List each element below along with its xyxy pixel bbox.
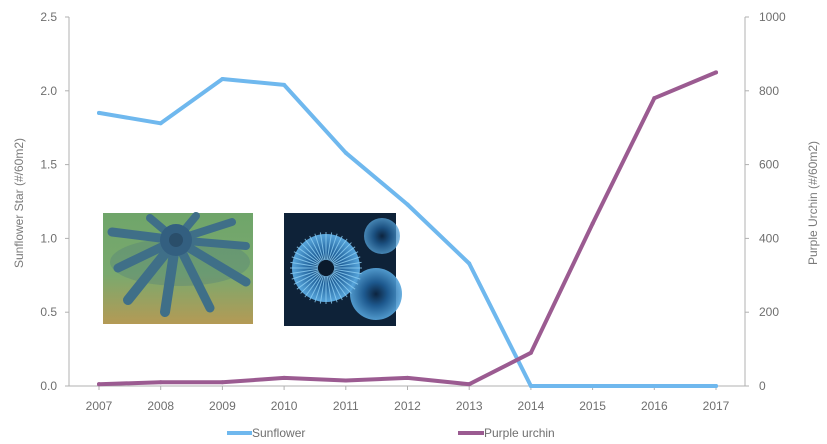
x-tick-label: 2011 [333, 399, 359, 413]
data-point-purple-urchin [652, 96, 657, 101]
x-tick-label: 2015 [579, 399, 606, 413]
x-tick-label: 2009 [209, 399, 236, 413]
series-layer [97, 70, 718, 388]
x-tick-label: 2007 [86, 399, 113, 413]
right-tick-label: 400 [759, 231, 779, 245]
data-point-sunflower [343, 150, 348, 155]
right-tick-label: 800 [759, 84, 779, 98]
x-tick-label: 2014 [518, 399, 545, 413]
left-tick-label: 0.5 [40, 305, 57, 319]
data-point-purple-urchin [528, 350, 533, 355]
data-point-sunflower [528, 384, 533, 388]
right-tick-label: 0 [759, 379, 766, 393]
data-point-sunflower [282, 82, 287, 87]
data-point-purple-urchin [467, 382, 472, 387]
data-point-sunflower [220, 76, 225, 81]
legend-label-sunflower: Sunflower [252, 426, 305, 440]
data-point-purple-urchin [343, 378, 348, 383]
x-axis-ticks: 2007 2008 2009 2010 2011 2012 2013 2014 2015 2016… [86, 386, 730, 413]
data-point-sunflower [97, 110, 101, 115]
data-point-sunflower [467, 261, 472, 266]
data-point-purple-urchin [158, 380, 163, 385]
x-tick-label: 2013 [456, 399, 483, 413]
purple-urchin-photo [284, 213, 402, 326]
left-axis-ticks: 0.0 0.5 1.0 1.5 2.0 2.5 [40, 10, 69, 393]
right-tick-label: 1000 [759, 10, 786, 24]
x-tick-label: 2016 [641, 399, 668, 413]
legend: Sunflower Purple urchin [227, 426, 555, 440]
left-tick-label: 1.5 [40, 158, 57, 172]
x-tick-label: 2017 [703, 399, 730, 413]
right-axis-title: Purple Urchin (#/60m2) [806, 141, 820, 265]
left-tick-label: 2.5 [40, 10, 57, 24]
data-point-purple-urchin [220, 380, 225, 385]
data-point-purple-urchin [714, 70, 718, 75]
data-point-sunflower [652, 384, 657, 388]
x-tick-label: 2010 [271, 399, 298, 413]
legend-label-purple-urchin: Purple urchin [484, 426, 555, 440]
data-point-purple-urchin [590, 221, 595, 226]
left-tick-label: 1.0 [40, 231, 57, 245]
data-point-sunflower [158, 121, 163, 126]
data-point-sunflower [590, 384, 595, 388]
left-tick-label: 2.0 [40, 84, 57, 98]
data-point-purple-urchin [282, 375, 287, 380]
x-tick-label: 2012 [394, 399, 421, 413]
right-axis-ticks: 0 200 400 600 800 1000 [745, 10, 786, 393]
data-point-purple-urchin [405, 375, 410, 380]
data-point-sunflower [714, 384, 718, 388]
x-tick-label: 2008 [147, 399, 174, 413]
left-axis-title: Sunflower Star (#/60m2) [12, 138, 26, 268]
right-tick-label: 200 [759, 305, 779, 319]
right-tick-label: 600 [759, 158, 779, 172]
sunflower-star-photo [103, 212, 253, 324]
left-tick-label: 0.0 [40, 379, 57, 393]
data-point-sunflower [405, 202, 410, 207]
data-point-purple-urchin [97, 382, 101, 387]
